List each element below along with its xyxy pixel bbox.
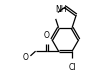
Text: O: O [44,31,50,40]
Text: O: O [22,53,28,62]
Text: NH: NH [55,5,66,14]
Text: Cl: Cl [68,63,76,72]
